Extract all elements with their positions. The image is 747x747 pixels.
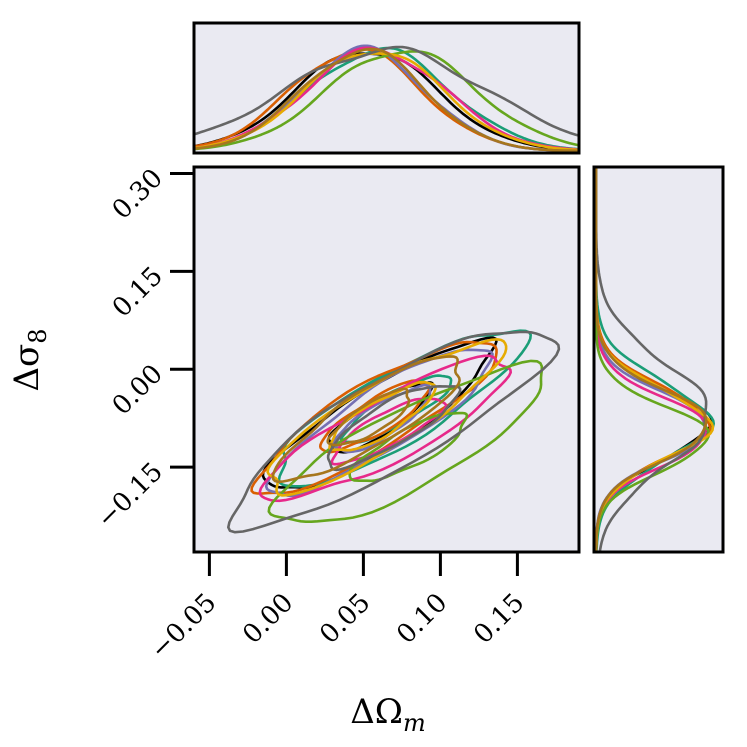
joint-panel (192, 165, 581, 554)
x-tick-label-4: 0.15 (468, 588, 530, 650)
x-axis-label: ΔΩm (350, 692, 426, 737)
y-tick-label-3: 0.30 (107, 163, 169, 225)
y-axis-label: Δσ8 (7, 328, 52, 391)
y-axis-ticks: −0.15 0.00 0.15 0.30 (91, 163, 194, 534)
inner-contour-7 (326, 385, 462, 472)
y-tick-label-2: 0.15 (107, 261, 169, 323)
x-marginal-5 (194, 50, 579, 151)
y-tick-label-0: −0.15 (91, 457, 169, 535)
right-panel-border (592, 165, 725, 554)
right-marginal-curves (594, 167, 715, 552)
top-marginal-curves (194, 44, 579, 153)
inner-contour-5 (348, 411, 469, 483)
x-tick-label-2: 0.05 (314, 588, 376, 650)
joint-panel-border (192, 165, 581, 554)
top-marginal-panel (192, 21, 581, 155)
top-panel-border (192, 21, 581, 155)
outer-contour-7 (227, 330, 561, 534)
inner-contour-6 (328, 380, 437, 452)
x-marginal-7 (194, 45, 579, 137)
inner-contour-8 (326, 387, 411, 447)
x-axis-ticks: −0.05 0.00 0.05 0.10 0.15 (145, 552, 530, 666)
x-tick-label-0: −0.05 (145, 588, 223, 666)
x-tick-label-3: 0.10 (391, 588, 453, 650)
joint-contours (227, 329, 561, 534)
x-marginal-8 (194, 47, 579, 153)
y-tick-label-1: 0.00 (107, 359, 169, 421)
x-tick-label-1: 0.00 (237, 588, 299, 650)
outer-contour-8 (271, 355, 461, 484)
y-marginal-8 (594, 167, 708, 552)
inner-contour-2 (319, 379, 431, 454)
